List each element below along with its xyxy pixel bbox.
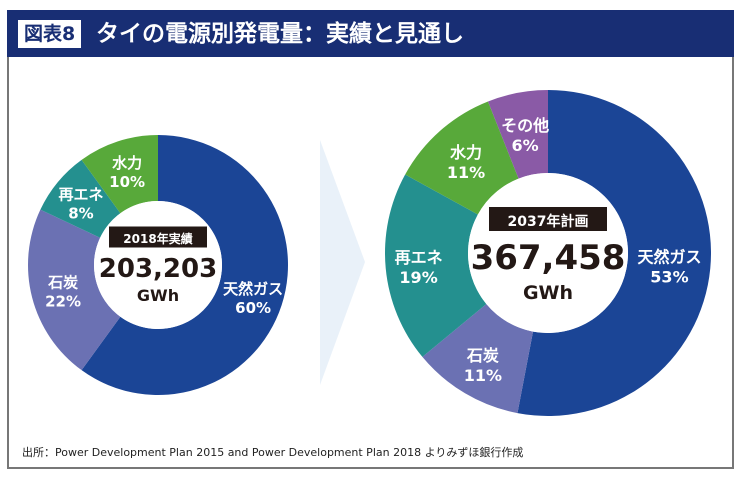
slice-gas	[517, 90, 711, 416]
center-tag-box	[109, 226, 207, 248]
slice-label-hydro: 水力	[112, 154, 142, 172]
slice-renewable	[385, 174, 487, 357]
center-tag: 2018年実績	[123, 231, 192, 246]
slice-gas	[81, 135, 288, 395]
chart-title: タイの電源別発電量：実績と見通し	[96, 21, 464, 47]
slice-label-renewable: 再エネ	[395, 248, 443, 267]
slice-label-renewable: 再エネ	[58, 185, 103, 203]
slice-label-coal: 石炭	[466, 346, 499, 365]
center-total: 203,203	[99, 254, 217, 284]
source-note: 出所：Power Development Plan 2015 and Power…	[22, 446, 524, 459]
slice-value-renewable: 8%	[68, 204, 93, 222]
slice-value-hydro: 11%	[447, 163, 485, 182]
slice-renewable	[40, 159, 121, 238]
center-total: 367,458	[471, 238, 626, 278]
slice-coal	[422, 303, 534, 414]
slice-hydro	[405, 101, 519, 215]
slice-label-hydro: 水力	[450, 143, 482, 162]
slice-label-other: その他	[501, 116, 549, 135]
arrow-chevron	[320, 140, 365, 385]
slice-value-coal: 22%	[45, 292, 81, 310]
slice-other	[487, 90, 548, 179]
slice-label-gas: 天然ガス	[637, 247, 701, 266]
slice-label-coal: 石炭	[47, 273, 78, 291]
slice-value-coal: 11%	[464, 366, 502, 385]
center-unit: GWh	[137, 286, 179, 305]
figure-number: 図表8	[18, 20, 82, 48]
slice-label-gas: 天然ガス	[223, 280, 283, 298]
slice-hydro	[81, 135, 158, 214]
slice-value-renewable: 19%	[399, 268, 437, 287]
center-tag: 2037年計画	[508, 213, 589, 230]
donut-2037: 天然ガス53%石炭11%再エネ19%水力11%その他6%2037年計画367,4…	[385, 90, 711, 416]
slice-value-gas: 60%	[235, 299, 271, 317]
center-unit: GWh	[523, 282, 573, 304]
slice-value-gas: 53%	[650, 267, 688, 286]
slice-coal	[27, 209, 121, 371]
slice-value-other: 6%	[512, 136, 539, 155]
slice-value-hydro: 10%	[109, 173, 145, 191]
header-bar	[7, 10, 734, 57]
center-tag-box	[489, 207, 607, 231]
